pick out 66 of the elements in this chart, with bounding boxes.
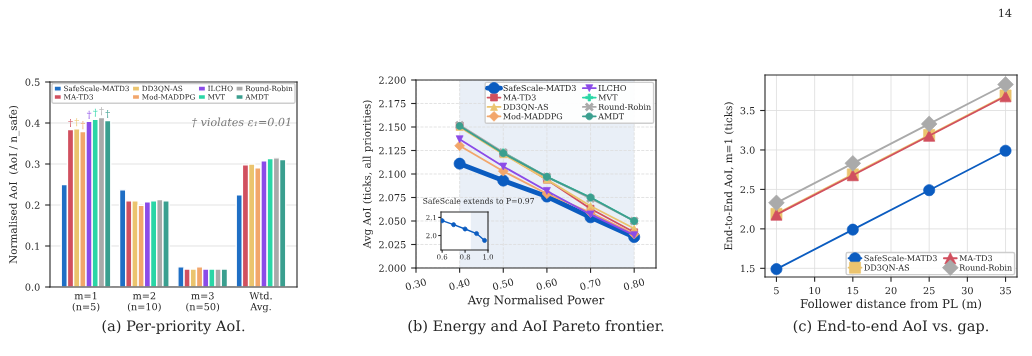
y-tick-label: 3.0	[740, 146, 755, 154]
y-tick-label: 0.3	[25, 160, 40, 168]
legend-label: SafeScale-MATD3	[503, 84, 576, 92]
x-tick-label: 35	[1000, 286, 1011, 295]
x-axis-title: Follower distance from PL (m)	[800, 298, 982, 310]
x-tick-label: 0.80	[623, 278, 645, 291]
x-tick-label: Wtd. Avg.	[249, 291, 272, 313]
data-label: †	[105, 110, 110, 119]
x-tick-label: m=1 (n=5)	[72, 292, 100, 312]
y-tick-label: 2.150	[379, 123, 406, 131]
y-tick-label: 3.5	[740, 106, 755, 115]
x-tick-label: 25	[923, 286, 935, 295]
y-tick-label: 0.1	[25, 242, 39, 250]
y-tick-label: 2.075	[379, 193, 406, 202]
legend-label: Round-Robin	[959, 264, 1012, 271]
x-tick-label: 0.50	[492, 278, 514, 291]
x-tick-label: 5	[774, 287, 779, 295]
text: (a) Per-priority AoI.	[102, 320, 245, 335]
y-axis-title: Avg AoI (ticks, all priorities)	[362, 100, 373, 249]
y-tick-label: 2.025	[379, 240, 406, 249]
data-label: †	[86, 110, 92, 119]
text: (b) Energy and AoI Pareto frontier.	[408, 320, 664, 335]
legend-label: ILCHO	[598, 84, 627, 92]
y-tick-label: 0.2	[25, 201, 40, 209]
y-tick-label: 0.4	[25, 119, 40, 127]
legend-label: DD3QN-AS	[864, 264, 910, 272]
y-tick-label: 0.5	[25, 78, 40, 86]
x-tick-label: m=3 (n=50)	[186, 292, 220, 312]
text: (c) End-to-end AoI vs. gap.	[793, 320, 989, 335]
data-label: †	[93, 108, 98, 117]
legend-label: Round-Robin	[598, 103, 651, 110]
x-axis-title: Avg Normalised Power	[467, 295, 605, 307]
x-tick-label: 0.70	[579, 278, 602, 291]
text: 14	[999, 8, 1012, 18]
y-tick-label: 2.050	[379, 217, 406, 225]
x-tick-label: 0.30	[404, 278, 427, 291]
y-tick-label: 2.175	[379, 99, 406, 108]
x-tick-label: 10	[809, 286, 821, 295]
y-tick-label: 2.125	[379, 146, 406, 155]
data-label: †	[99, 107, 104, 116]
y-axis-title: End-to-End AoI, m=1 (ticks)	[724, 102, 734, 250]
y-tick-label: 2.000	[379, 264, 406, 272]
y-tick-label: 2.0	[740, 225, 755, 233]
legend-label: MA-TD3	[959, 255, 993, 262]
legend-label: DD3QN-AS	[503, 103, 549, 112]
y-tick-label: 2.5	[740, 185, 755, 194]
x-tick-label: 15	[847, 286, 859, 295]
y-axis-title: Normalised AoI (AoI / n_safe)	[8, 105, 20, 264]
data-label: †	[68, 119, 73, 128]
y-tick-label: 1.5	[741, 264, 755, 273]
legend-label: MA-TD3	[503, 94, 536, 101]
legend-label: Mod-MADDPG	[503, 113, 563, 120]
x-tick-label: 30	[961, 286, 973, 295]
x-tick-label: 0.60	[535, 278, 558, 291]
legend-label: AMDT	[598, 113, 624, 120]
data-label: †	[80, 121, 86, 130]
y-tick-label: 2.200	[379, 76, 406, 84]
y-tick-label: 2.100	[379, 170, 406, 178]
x-tick-label: 20	[885, 286, 897, 295]
annotation: † violates ε₁=0.01	[192, 117, 290, 128]
x-tick-label: m=2 (n=10)	[127, 292, 161, 312]
data-label: †	[74, 118, 79, 127]
legend-label: MVT	[598, 94, 618, 101]
y-tick-label: 0.0	[25, 283, 40, 291]
legend-label: SafeScale-MATD3	[864, 254, 937, 262]
x-tick-label: 0.40	[448, 278, 471, 291]
